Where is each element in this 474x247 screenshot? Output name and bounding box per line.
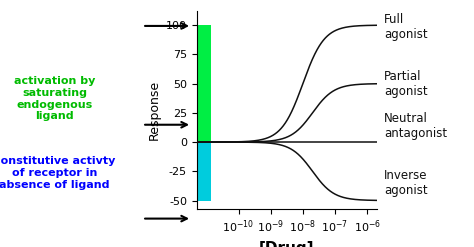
Bar	[197, 25, 211, 142]
Text: Inverse
agonist: Inverse agonist	[384, 169, 428, 197]
Text: Neutral
antagonist: Neutral antagonist	[384, 112, 447, 140]
Text: constitutive activty
of receptor in
absence of ligand: constitutive activty of receptor in abse…	[0, 156, 115, 189]
X-axis label: [Drug]: [Drug]	[259, 241, 315, 247]
Text: activation by
saturating
endogenous
ligand: activation by saturating endogenous liga…	[14, 76, 95, 121]
Bar	[197, 142, 211, 201]
Text: Full
agonist: Full agonist	[384, 13, 428, 41]
Text: Partial
agonist: Partial agonist	[384, 70, 428, 98]
Y-axis label: Response: Response	[147, 80, 160, 140]
